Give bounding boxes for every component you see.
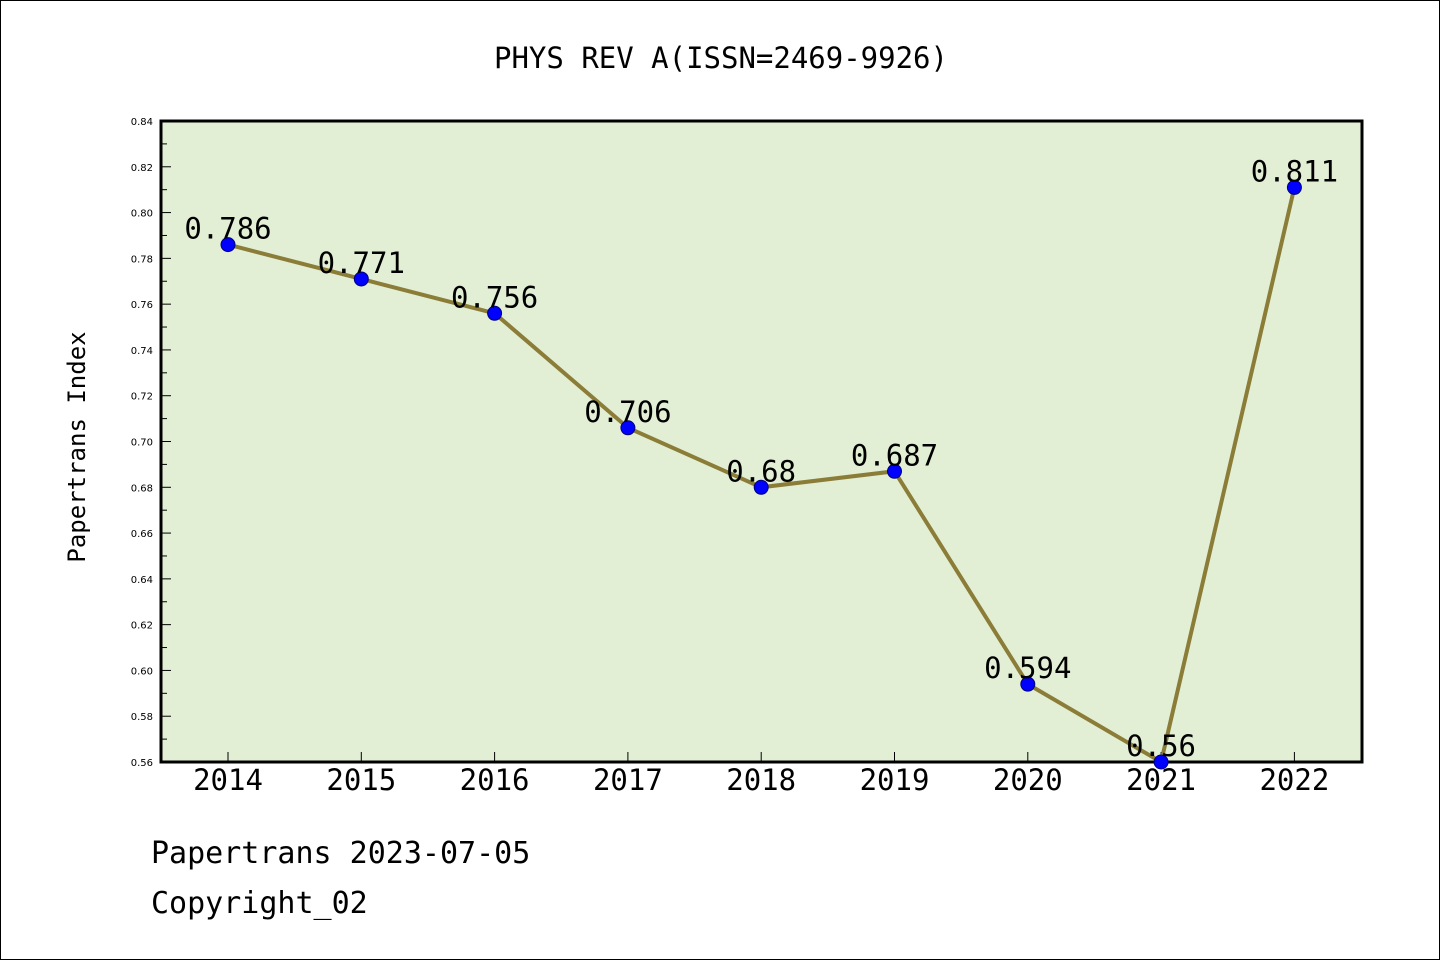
x-tick-label: 2018 — [726, 763, 796, 797]
data-label: 0.771 — [318, 246, 405, 280]
x-tick-label: 2017 — [593, 763, 663, 797]
y-tick-label: 0.78 — [131, 254, 153, 265]
x-tick-label: 2015 — [326, 763, 396, 797]
footer-date: Papertrans 2023-07-05 — [151, 836, 531, 871]
x-tick-label: 2014 — [193, 763, 263, 797]
y-axis-label: Papertrans Index — [63, 331, 91, 562]
data-label: 0.756 — [451, 280, 538, 314]
chart-title: PHYS REV A(ISSN=2469-9926) — [494, 41, 948, 75]
y-tick-label: 0.66 — [131, 529, 153, 540]
series-layer — [220, 179, 1302, 770]
data-point — [620, 420, 636, 436]
y-tick-label: 0.62 — [131, 621, 153, 632]
data-label: 0.56 — [1126, 729, 1196, 763]
y-tick-label: 0.76 — [131, 300, 153, 311]
footer-copyright: Copyright_02 — [151, 886, 368, 921]
y-tick-label: 0.84 — [131, 117, 153, 128]
data-point — [220, 237, 236, 253]
data-point — [487, 305, 503, 321]
x-tick-label: 2020 — [993, 763, 1063, 797]
data-point — [887, 463, 902, 479]
data-point — [753, 479, 769, 495]
y-tick-label: 0.74 — [131, 346, 153, 357]
x-axis: 2014 2015 2016 2017 2018 2019 2020 2021 2022 — [193, 752, 1329, 797]
data-point — [1153, 754, 1169, 770]
data-label: 0.706 — [584, 395, 671, 429]
data-point — [1286, 179, 1302, 195]
x-tick-label: 2016 — [460, 763, 530, 797]
y-tick-label: 0.82 — [131, 163, 153, 174]
x-tick-label: 2022 — [1259, 763, 1329, 797]
y-tick-label: 0.64 — [131, 575, 153, 586]
y-axis: 0.56 0.58 0.60 0.62 0.64 0.66 0.68 0.70 0.72 0.74… — [131, 117, 171, 769]
data-label: 0.811 — [1251, 154, 1338, 188]
data-label: 0.68 — [726, 454, 796, 488]
plot-area — [159, 119, 1364, 764]
y-tick-label: 0.60 — [131, 666, 153, 677]
data-label: 0.594 — [984, 651, 1071, 685]
y-tick-label: 0.58 — [131, 712, 153, 723]
data-labels: 0.786 0.771 0.756 0.706 0.68 0.687 0.594 0.56 0.… — [184, 154, 1338, 763]
data-label: 0.786 — [184, 212, 271, 246]
y-tick-label: 0.80 — [131, 209, 153, 220]
x-tick-label: 2019 — [860, 763, 930, 797]
data-label: 0.687 — [851, 438, 938, 472]
y-tick-label: 0.68 — [131, 483, 153, 494]
data-point — [353, 271, 369, 287]
data-point — [1020, 676, 1036, 692]
y-tick-label: 0.56 — [131, 758, 153, 769]
y-tick-label: 0.70 — [131, 438, 153, 449]
y-tick-label: 0.72 — [131, 392, 153, 403]
